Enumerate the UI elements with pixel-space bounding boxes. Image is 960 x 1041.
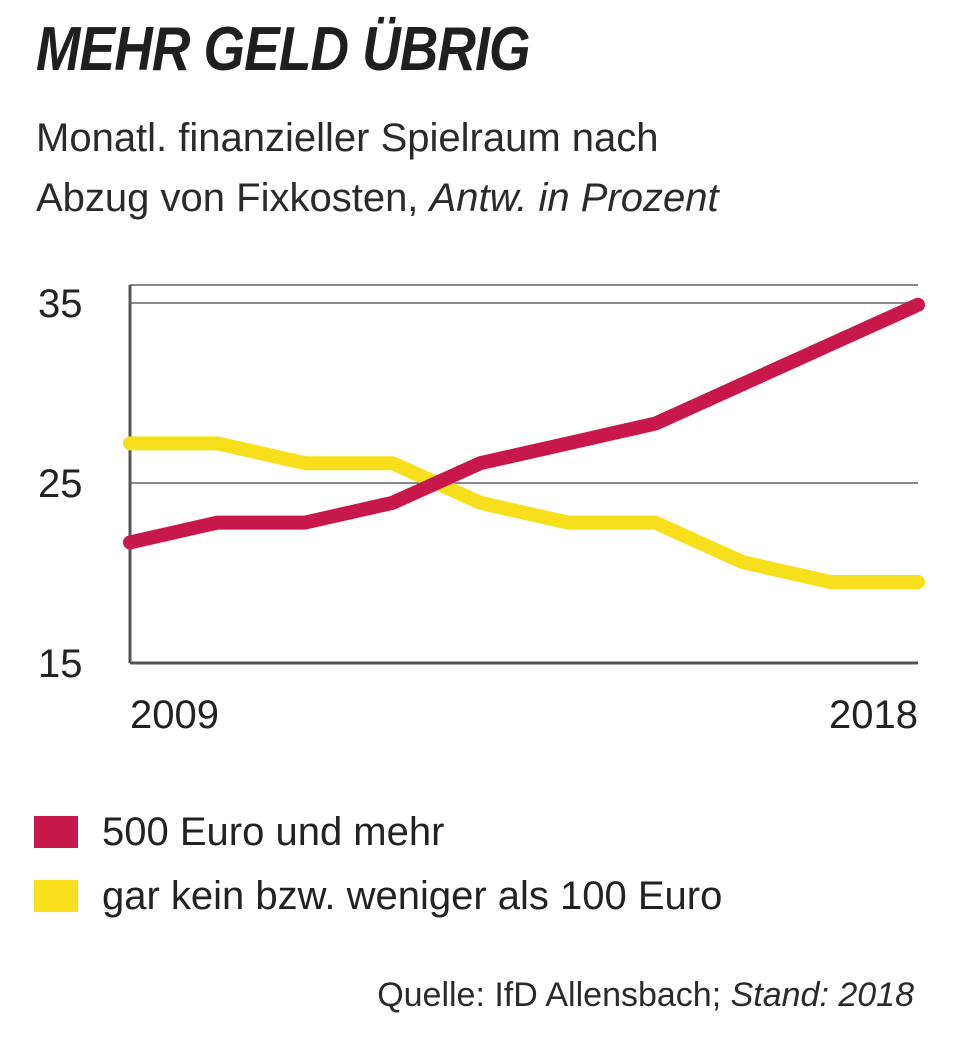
legend-label-yellow: gar kein bzw. weniger als 100 Euro bbox=[102, 873, 723, 918]
chart-title: MEHR GELD ÜBRIG bbox=[36, 15, 531, 84]
x-tick-label-2018: 2018 bbox=[829, 693, 918, 737]
chart-subtitle: Monatl. finanzieller Spielraum nach Abzu… bbox=[36, 108, 719, 228]
series-line-red bbox=[123, 297, 925, 550]
series-line-yellow bbox=[123, 436, 925, 589]
legend-swatch-yellow bbox=[34, 880, 78, 912]
y-tick-label-25: 25 bbox=[38, 462, 83, 506]
subtitle-line-2-text: Abzug von Fixkosten, bbox=[36, 176, 430, 220]
source-note: Quelle: IfD Allensbach; Stand: 2018 bbox=[377, 976, 914, 1015]
legend-label-red: 500 Euro und mehr bbox=[102, 809, 445, 854]
x-tick-label-2009: 2009 bbox=[130, 693, 219, 737]
source-date: Stand: 2018 bbox=[730, 976, 914, 1014]
legend-swatch-red bbox=[34, 816, 78, 848]
source-text: Quelle: IfD Allensbach; bbox=[377, 976, 731, 1014]
line-chart: 35 25 15 2009 2018 bbox=[38, 282, 925, 737]
y-tick-label-15: 15 bbox=[38, 642, 83, 686]
chart-legend: 500 Euro und mehr gar kein bzw. weniger … bbox=[34, 800, 722, 928]
subtitle-line-2: Abzug von Fixkosten, Antw. in Prozent bbox=[36, 168, 719, 228]
y-tick-label-35: 35 bbox=[38, 282, 83, 326]
subtitle-line-1: Monatl. finanzieller Spielraum nach bbox=[36, 116, 659, 160]
legend-item-red: 500 Euro und mehr bbox=[34, 800, 722, 864]
legend-item-yellow: gar kein bzw. weniger als 100 Euro bbox=[34, 864, 722, 928]
subtitle-unit-note: Antw. in Prozent bbox=[429, 176, 719, 220]
